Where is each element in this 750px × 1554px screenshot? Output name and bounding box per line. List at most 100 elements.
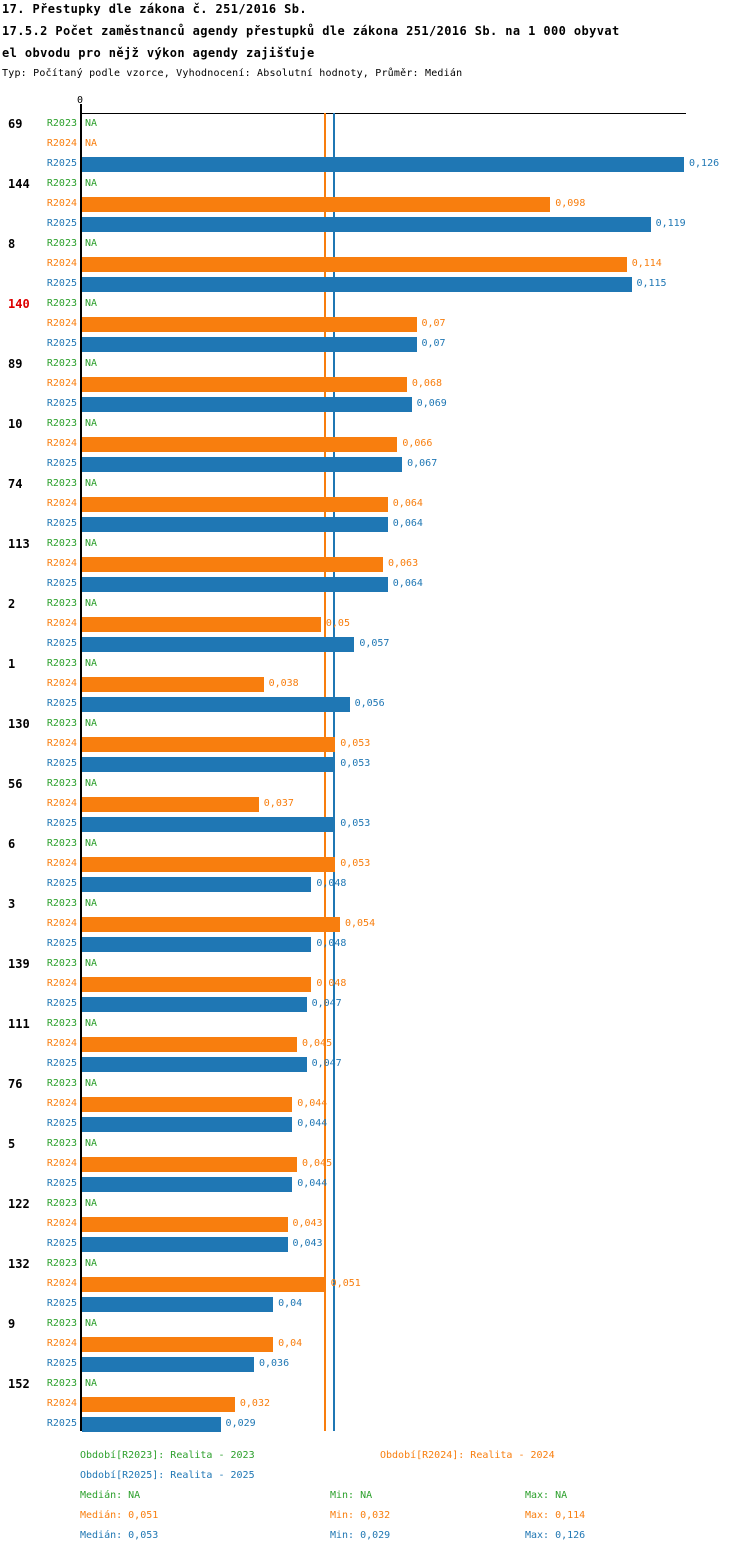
row-series-label: R2024 <box>46 1338 77 1349</box>
chart-row: R2024 0,032 <box>0 1394 750 1414</box>
chart-row: 74 R2023 NA <box>0 474 750 494</box>
row-series-label: R2023 <box>46 238 77 249</box>
value-bar <box>82 1357 254 1372</box>
row-series-label: R2025 <box>46 1358 77 1369</box>
chart-row: R2024 0,054 <box>0 914 750 934</box>
stat-max-r2024: Max: 0,114 <box>525 1510 586 1521</box>
row-series-label: R2024 <box>46 1158 77 1169</box>
chart-row: R2025 0,044 <box>0 1114 750 1134</box>
stat-max-r2023: Max: NA <box>525 1490 568 1501</box>
chart-row: R2025 0,064 <box>0 514 750 534</box>
row-series-label: R2024 <box>46 378 77 389</box>
group-id-label: 139 <box>8 957 30 971</box>
na-value-label: NA <box>85 1078 98 1089</box>
group-id-label: 3 <box>8 897 16 911</box>
row-series-label: R2024 <box>46 258 77 269</box>
row-series-label: R2024 <box>46 858 77 869</box>
na-value-label: NA <box>85 178 98 189</box>
group-id-label: 140 <box>8 297 30 311</box>
row-series-label: R2023 <box>46 1378 77 1389</box>
bar-value-label: 0,053 <box>340 738 371 749</box>
page-title: 17. Přestupky dle zákona č. 251/2016 Sb. <box>2 2 307 16</box>
bar-value-label: 0,115 <box>636 278 667 289</box>
median-line-r2025 <box>333 113 336 1431</box>
chart-row: R2024 0,114 <box>0 254 750 274</box>
bar-value-label: 0,036 <box>259 1358 290 1369</box>
bar-value-label: 0,043 <box>292 1218 323 1229</box>
bar-value-label: 0,044 <box>297 1098 328 1109</box>
chart-row: R2025 0,047 <box>0 994 750 1014</box>
row-series-label: R2025 <box>46 578 77 589</box>
chart-row: R2025 0,056 <box>0 694 750 714</box>
chart-subtitle: 17.5.2 Počet zaměstnanců agendy přestupk… <box>2 24 620 38</box>
chart-row: R2024 0,043 <box>0 1214 750 1234</box>
bar-value-label: 0,048 <box>316 878 347 889</box>
row-series-label: R2024 <box>46 558 77 569</box>
bar-value-label: 0,119 <box>655 218 686 229</box>
row-series-label: R2024 <box>46 1398 77 1409</box>
chart-row: 122 R2023 NA <box>0 1194 750 1214</box>
row-series-label: R2023 <box>46 838 77 849</box>
stat-median-r2025: Medián: 0,053 <box>80 1530 159 1541</box>
chart-subtitle2: el obvodu pro nějž výkon agendy zajišťuj… <box>2 46 315 60</box>
bar-value-label: 0,038 <box>268 678 299 689</box>
value-bar <box>82 937 312 952</box>
group-id-label: 74 <box>8 477 23 491</box>
row-series-label: R2025 <box>46 278 77 289</box>
group-id-label: 132 <box>8 1257 30 1271</box>
row-series-label: R2025 <box>46 998 77 1009</box>
group-id-label: 56 <box>8 777 23 791</box>
na-value-label: NA <box>85 238 98 249</box>
row-series-label: R2025 <box>46 878 77 889</box>
bar-value-label: 0,066 <box>402 438 433 449</box>
chart-row: R2025 0,048 <box>0 934 750 954</box>
na-value-label: NA <box>85 298 98 309</box>
chart-row: R2025 0,036 <box>0 1354 750 1374</box>
bar-value-label: 0,063 <box>388 558 419 569</box>
value-bar <box>82 977 312 992</box>
bar-value-label: 0,047 <box>311 998 342 1009</box>
chart-row: R2024 0,051 <box>0 1274 750 1294</box>
na-value-label: NA <box>85 898 98 909</box>
chart-row: 132 R2023 NA <box>0 1254 750 1274</box>
row-series-label: R2023 <box>46 718 77 729</box>
value-bar <box>82 797 259 812</box>
value-bar <box>82 1157 297 1172</box>
row-series-label: R2025 <box>46 1298 77 1309</box>
na-value-label: NA <box>85 598 98 609</box>
value-bar <box>82 377 407 392</box>
row-series-label: R2025 <box>46 518 77 529</box>
na-value-label: NA <box>85 1378 98 1389</box>
bar-value-label: 0,064 <box>392 578 423 589</box>
row-series-label: R2025 <box>46 818 77 829</box>
value-bar <box>82 757 336 772</box>
group-id-label: 2 <box>8 597 16 611</box>
row-series-label: R2023 <box>46 418 77 429</box>
na-value-label: NA <box>85 658 98 669</box>
stat-max-r2025: Max: 0,126 <box>525 1530 586 1541</box>
row-series-label: R2025 <box>46 638 77 649</box>
value-bar <box>82 1237 288 1252</box>
row-series-label: R2024 <box>46 1098 77 1109</box>
value-bar <box>82 817 336 832</box>
group-id-label: 69 <box>8 117 23 131</box>
chart-row: R2025 0,07 <box>0 334 750 354</box>
chart-row: R2025 0,069 <box>0 394 750 414</box>
bar-value-label: 0,051 <box>330 1278 361 1289</box>
chart-row: R2025 0,04 <box>0 1294 750 1314</box>
row-series-label: R2024 <box>46 498 77 509</box>
na-value-label: NA <box>85 778 98 789</box>
bar-value-label: 0,053 <box>340 818 371 829</box>
chart-meta: Typ: Počítaný podle vzorce, Vyhodnocení:… <box>2 68 463 79</box>
value-bar <box>82 637 355 652</box>
value-bar <box>82 1057 307 1072</box>
row-series-label: R2025 <box>46 1118 77 1129</box>
row-series-label: R2023 <box>46 958 77 969</box>
chart-row: R2024 0,04 <box>0 1334 750 1354</box>
chart-row: R2025 0,043 <box>0 1234 750 1254</box>
value-bar <box>82 337 417 352</box>
value-bar <box>82 857 336 872</box>
row-series-label: R2024 <box>46 678 77 689</box>
chart-row: R2024 0,044 <box>0 1094 750 1114</box>
